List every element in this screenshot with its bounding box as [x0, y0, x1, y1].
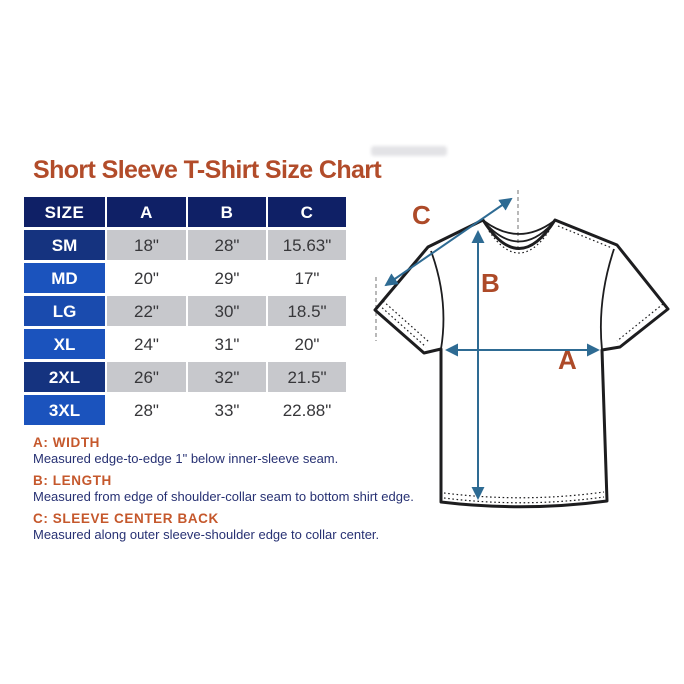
col-header-c: C — [268, 197, 346, 227]
size-cell-lg: LG — [24, 296, 105, 326]
size-cell-sm: SM — [24, 230, 105, 260]
value-xl-a: 24" — [107, 329, 186, 359]
value-3xl-b: 33" — [188, 395, 266, 425]
value-lg-c: 18.5" — [268, 296, 346, 326]
value-md-a: 20" — [107, 263, 186, 293]
value-3xl-a: 28" — [107, 395, 186, 425]
hem-stitching-1 — [443, 491, 605, 499]
value-lg-b: 30" — [188, 296, 266, 326]
value-lg-a: 22" — [107, 296, 186, 326]
right-sleeve-seam — [600, 248, 615, 351]
label-a: A — [558, 345, 577, 375]
size-cell-md: MD — [24, 263, 105, 293]
value-md-c: 17" — [268, 263, 346, 293]
col-header-a: A — [107, 197, 186, 227]
value-xl-c: 20" — [268, 329, 346, 359]
value-3xl-c: 22.88" — [268, 395, 346, 425]
size-cell-xl: XL — [24, 329, 105, 359]
smudge-artifact — [371, 146, 447, 156]
legend-length-description: Measured from edge of shoulder-collar se… — [33, 489, 414, 504]
legend-width: A: WIDTH Measured edge-to-edge 1" below … — [33, 435, 453, 466]
legend-sleeve-heading: C: SLEEVE CENTER BACK — [33, 511, 219, 526]
value-2xl-a: 26" — [107, 362, 186, 392]
legend-length: B: LENGTH Measured from edge of shoulder… — [33, 473, 453, 504]
shoulder-stitching — [557, 225, 613, 249]
col-header-b: B — [188, 197, 266, 227]
label-b: B — [481, 268, 500, 298]
sleeve-arrow-c — [384, 197, 513, 287]
value-sm-c: 15.63" — [268, 230, 346, 260]
tshirt-outline — [373, 218, 670, 509]
size-table: SIZE A B C SM 18" 28" 15.63" MD 20" 29" … — [24, 197, 346, 425]
tshirt-diagram: A B C — [373, 190, 670, 509]
label-c: C — [412, 200, 431, 230]
size-cell-2xl: 2XL — [24, 362, 105, 392]
right-cuff-stitching — [616, 303, 664, 342]
value-xl-b: 31" — [188, 329, 266, 359]
value-2xl-b: 32" — [188, 362, 266, 392]
legend-width-heading: A: WIDTH — [33, 435, 101, 450]
value-sm-b: 28" — [188, 230, 266, 260]
value-md-b: 29" — [188, 263, 266, 293]
value-sm-a: 18" — [107, 230, 186, 260]
size-cell-3xl: 3XL — [24, 395, 105, 425]
value-2xl-c: 21.5" — [268, 362, 346, 392]
legend-sleeve: C: SLEEVE CENTER BACK Measured along out… — [33, 511, 453, 542]
legend-length-heading: B: LENGTH — [33, 473, 112, 488]
col-header-size: SIZE — [24, 197, 105, 227]
legend-sleeve-description: Measured along outer sleeve-shoulder edg… — [33, 527, 380, 542]
left-cuff-stitching-2 — [382, 300, 430, 343]
measurement-legend: A: WIDTH Measured edge-to-edge 1" below … — [33, 435, 453, 549]
hem-stitching-2 — [443, 496, 605, 504]
page-title: Short Sleeve T-Shirt Size Chart — [33, 156, 382, 184]
legend-width-description: Measured edge-to-edge 1" below inner-sle… — [33, 451, 339, 466]
